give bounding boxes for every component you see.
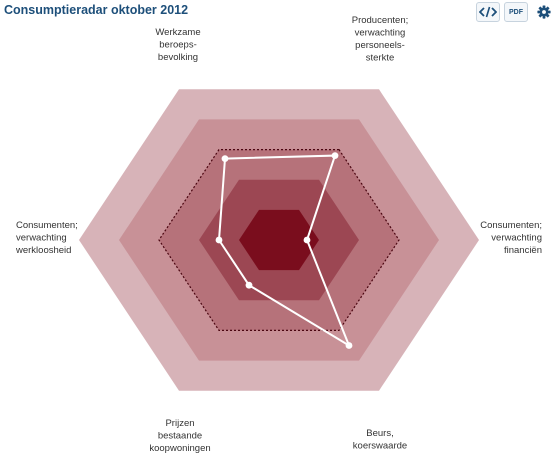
- data-point-4[interactable]: [215, 236, 223, 244]
- series-layer: [215, 152, 353, 349]
- pdf-download-button[interactable]: PDF: [504, 2, 528, 22]
- radar-rings: [79, 89, 479, 391]
- data-point-0[interactable]: [331, 152, 339, 160]
- axis-label-4: Consumenten; verwachting werkloosheid: [15, 220, 78, 256]
- axis-labels: Producenten; verwachting personeels-sterkt…: [15, 15, 542, 454]
- embed-code-button[interactable]: [476, 2, 500, 22]
- pdf-label: PDF: [509, 8, 523, 16]
- axis-label-1: Consumenten; verwachting financiën: [480, 220, 542, 256]
- data-point-3[interactable]: [245, 281, 253, 289]
- data-point-1[interactable]: [303, 236, 311, 244]
- toolbar: PDF: [476, 2, 556, 22]
- data-point-5[interactable]: [221, 155, 229, 163]
- axis-label-2: Beurs, koerswaarde: [353, 428, 407, 452]
- data-point-2[interactable]: [345, 342, 353, 349]
- reference-ring: [158, 149, 400, 331]
- gear-icon: [537, 5, 551, 19]
- radar-ring-1: [239, 209, 319, 271]
- axis-label-5: Werkzame beroeps-bevolking: [155, 27, 200, 63]
- chart-title: Consumptieradar oktober 2012: [4, 3, 189, 17]
- axis-label-0: Producenten; verwachting personeels-sterkt…: [352, 15, 409, 64]
- code-icon: [479, 6, 497, 18]
- settings-button[interactable]: [532, 2, 556, 22]
- reference-ring-line: [158, 149, 400, 331]
- axis-label-3: Prijzen bestaande koopwoningen: [149, 418, 210, 454]
